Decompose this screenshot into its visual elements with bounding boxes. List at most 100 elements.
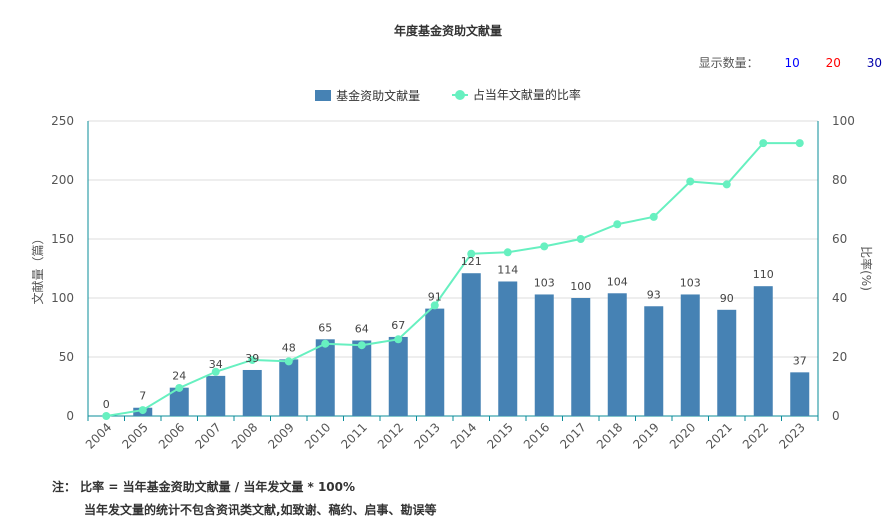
display-count-selector: 显示数量： 10 20 30 [699,54,882,71]
bar-value-label: 90 [720,292,734,305]
x-tick-label: 2007 [192,420,223,451]
y2-tick-label: 40 [832,291,847,305]
rate-point [686,177,695,186]
display-count-option-20[interactable]: 20 [825,56,841,70]
bar [498,281,518,416]
y-axis-title: 文献量（篇） [30,232,45,304]
y2-tick-label: 20 [832,350,847,364]
x-tick-label: 2011 [338,420,369,451]
combo-chart: 0 50 100 150 200 250 0 20 40 60 80 100 文献量（篇） 比率(%) 0 7… [30,114,874,452]
legend-item-bar[interactable]: 基金资助文献量 [315,87,420,104]
note-exclusion: 当年发文量的统计不包含资讯类文献,如致谢、稿约、启事、勘误等 [84,503,437,517]
bar [534,294,554,416]
x-tick-label: 2006 [156,420,187,451]
rate-point [394,335,403,344]
rate-point [613,220,622,229]
y2-tick-label: 0 [832,409,840,423]
bar-value-label: 114 [497,263,518,276]
bar-value-label: 91 [428,291,442,304]
rate-point [175,383,184,392]
rate-point [722,180,731,189]
x-tick-label: 2013 [411,420,442,451]
bar [352,340,372,416]
x-tick-label: 2005 [119,420,150,451]
x-tick-label: 2016 [521,420,552,451]
bar [461,273,481,416]
rate-point [138,406,147,415]
rate-point [649,212,658,221]
bar-value-label: 100 [570,280,591,293]
y2-tick-label: 80 [832,173,847,187]
bar [571,298,591,416]
bar [717,309,737,416]
bar [206,375,226,416]
rate-point [503,248,512,257]
rate-point [321,339,330,348]
display-count-label: 显示数量： [698,56,759,70]
chart-title: 年度基金资助文献量 [393,24,502,38]
bar [242,369,262,416]
rate-point [467,249,476,258]
y-tick-label: 200 [51,173,74,187]
bar-value-label: 103 [680,276,701,289]
y2-tick-label: 60 [832,232,847,246]
bar-value-label: 24 [172,370,186,383]
x-tick-label: 2022 [740,420,771,451]
rate-point [284,357,293,366]
bar [790,372,810,416]
bar [279,359,299,416]
legend-bar-label: 基金资助文献量 [336,88,421,103]
y2-axis-title: 比率(%) [859,246,874,291]
display-count-option-30[interactable]: 30 [866,56,882,70]
rate-point [540,242,549,251]
bar [753,286,773,416]
x-tick-label: 2014 [448,420,479,451]
y-tick-label: 0 [66,409,74,423]
bar [607,293,627,416]
x-tick-label: 2017 [557,420,588,451]
bar-value-label: 103 [534,276,555,289]
x-tick-label: 2008 [229,420,260,451]
x-tick-label: 2010 [302,420,333,451]
bar [680,294,700,416]
bar-value-label: 0 [103,398,110,411]
x-tick-label: 2009 [265,420,296,451]
bar [425,308,445,416]
bar-value-label: 39 [245,352,259,365]
bar-value-label: 67 [391,319,405,332]
legend-line-label: 占当年文献量的比率 [472,88,581,102]
x-tick-label: 2019 [630,420,661,451]
bar [388,336,408,416]
bar-value-label: 121 [461,255,482,268]
x-tick-label: 2004 [83,420,114,451]
display-count-option-10[interactable]: 10 [784,56,800,70]
chart-legend: 基金资助文献量 占当年文献量的比率 [0,86,896,104]
y-tick-label: 150 [51,232,74,246]
rate-point [759,139,768,148]
chart-notes: 注： 比率 = 当年基金资助文献量 / 当年发文量 * 100% 当年发文量的统… [52,476,437,522]
bar-value-label: 48 [282,341,296,354]
rate-point [576,235,585,243]
bar-value-label: 104 [607,275,628,288]
bar [644,306,664,416]
rate-point [357,341,366,350]
line-swatch-icon [451,89,468,101]
y-tick-label: 50 [59,350,74,364]
bar [315,339,335,416]
bar-value-label: 93 [647,288,661,301]
y2-tick-label: 100 [832,114,855,128]
x-tick-label: 2021 [703,420,734,451]
rate-line [106,142,800,417]
bar-value-label: 64 [355,322,369,335]
bar-value-label: 110 [753,268,774,281]
legend-item-line[interactable]: 占当年文献量的比率 [451,86,581,103]
bar-value-label: 34 [209,358,223,371]
x-tick-label: 2012 [375,420,406,451]
y-tick-label: 250 [51,114,74,128]
bar-value-label: 65 [318,321,332,334]
bar [169,387,189,416]
x-tick-label: 2023 [776,420,807,451]
x-tick-label: 2020 [667,420,698,451]
bar-value-label: 7 [139,390,146,403]
x-tick-label: 2018 [594,420,625,451]
